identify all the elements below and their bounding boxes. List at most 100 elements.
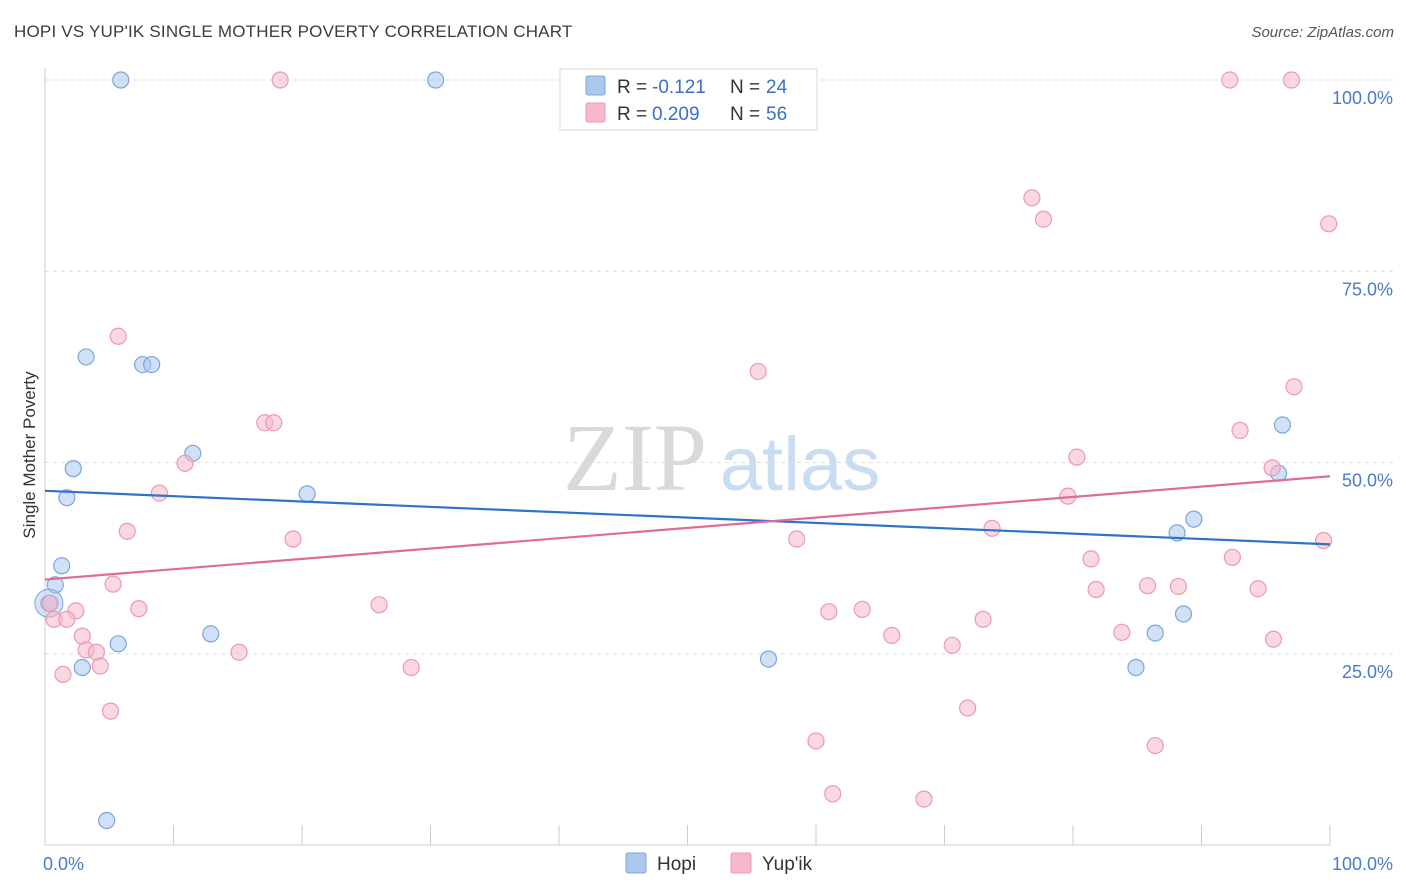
hopi-point-8 — [298, 485, 316, 503]
legend-bottom-hopi-label: Hopi — [657, 854, 696, 875]
hopi-point-7 — [58, 489, 76, 507]
gridlines — [45, 79, 1395, 655]
y-axis-label: Single Mother Poverty — [20, 371, 39, 539]
yupik-point-12 — [176, 454, 194, 472]
hopi-point-6 — [64, 460, 82, 478]
legend-top-yupik-r-value: 0.209 — [652, 104, 700, 125]
watermark-atlas: atlas — [720, 422, 881, 507]
yupik-point-27 — [1169, 577, 1187, 596]
yupik-point-54 — [915, 790, 933, 808]
yupik-point-47 — [402, 658, 420, 677]
legend-top-yupik-swatch — [585, 102, 606, 123]
hopi-point-12 — [109, 635, 127, 653]
hopi-point-4 — [143, 355, 161, 374]
y-tick-label-3: 100.0% — [1332, 88, 1393, 108]
yupik-point-7 — [749, 362, 767, 381]
yupik-point-36 — [58, 610, 76, 628]
legend-top-yupik-n-label: N = — [730, 104, 765, 125]
trend-lines — [44, 475, 1331, 581]
yupik-point-40 — [1113, 623, 1131, 641]
yupik-point-44 — [230, 643, 248, 661]
hopi-trend-line — [44, 489, 1331, 546]
legend-top-hopi-swatch — [585, 75, 606, 96]
yupik-points — [41, 71, 1338, 808]
yupik-trend-line — [44, 475, 1331, 581]
yupik-point-17 — [118, 522, 136, 540]
source-attribution: Source: ZipAtlas.com — [1251, 24, 1394, 41]
legend-top-hopi-r-value: -0.121 — [652, 77, 706, 98]
y-tick-label-1: 50.0% — [1342, 471, 1393, 491]
yupik-point-48 — [54, 665, 72, 684]
x-tick-label-1: 100.0% — [1332, 854, 1393, 874]
yupik-point-1 — [1221, 71, 1239, 89]
watermark: ZIP atlas — [563, 404, 880, 511]
yupik-point-15 — [150, 484, 168, 502]
yupik-point-32 — [370, 596, 388, 614]
yupik-point-10 — [265, 414, 283, 432]
yupik-point-24 — [104, 575, 122, 593]
yupik-point-11 — [1231, 421, 1249, 439]
yupik-point-49 — [101, 702, 120, 720]
yupik-point-6 — [109, 327, 127, 345]
yupik-point-21 — [1314, 531, 1333, 550]
yupik-point-28 — [1249, 580, 1267, 598]
y-tick-labels: 25.0% 50.0% 75.0% 100.0% — [1332, 88, 1393, 682]
legend-bottom-yupik-swatch — [730, 852, 752, 874]
yupik-point-22 — [1082, 550, 1100, 568]
legend-top-hopi-r-label: R = — [617, 77, 652, 98]
x-tick-labels: 0.0% 100.0% — [43, 854, 1393, 874]
legend-top: R = -0.121 N = 24 R = 0.209 N = 56 — [559, 68, 818, 131]
yupik-point-2 — [1282, 71, 1301, 89]
hopi-point-9 — [53, 557, 71, 575]
yupik-point-37 — [974, 610, 992, 628]
x-tick-label-0: 0.0% — [43, 854, 84, 874]
hopi-points — [34, 71, 1292, 830]
hopi-point-21 — [1174, 605, 1193, 623]
hopi-point-16 — [98, 811, 116, 830]
hopi-point-1 — [427, 71, 445, 89]
yupik-point-25 — [1087, 580, 1105, 599]
watermark-zip: ZIP — [563, 404, 707, 511]
yupik-point-0 — [271, 71, 289, 89]
yupik-point-18 — [284, 530, 302, 548]
yupik-point-53 — [824, 785, 842, 803]
legend-top-yupik-r-label: R = — [617, 104, 652, 125]
hopi-point-22 — [1146, 624, 1164, 642]
yupik-point-19 — [788, 530, 806, 548]
hopi-point-13 — [202, 625, 220, 643]
y-tick-label-0: 25.0% — [1342, 662, 1393, 682]
yupik-point-29 — [41, 594, 59, 612]
yupik-point-41 — [1264, 630, 1283, 648]
hopi-point-23 — [1127, 658, 1145, 677]
hopi-point-14 — [73, 658, 91, 677]
legend-bottom-hopi-swatch — [625, 852, 647, 874]
yupik-point-39 — [883, 626, 901, 644]
yupik-point-46 — [91, 657, 109, 675]
yupik-point-52 — [1146, 736, 1164, 755]
yupik-point-20 — [983, 519, 1001, 537]
axes — [44, 68, 1331, 846]
hopi-point-17 — [1273, 416, 1292, 434]
yupik-point-31 — [130, 600, 148, 618]
legend-top-yupik-n-value: 56 — [766, 104, 787, 125]
yupik-point-26 — [1138, 577, 1157, 595]
yupik-point-51 — [807, 732, 825, 750]
hopi-point-15 — [759, 650, 778, 668]
yupik-point-33 — [820, 603, 838, 621]
yupik-point-23 — [1223, 548, 1241, 566]
hopi-point-19 — [1185, 510, 1203, 528]
yupik-point-34 — [853, 600, 871, 618]
legend-bottom: Hopi Yup'ik — [625, 852, 813, 875]
hopi-point-2 — [77, 348, 95, 366]
yupik-point-13 — [1068, 448, 1086, 466]
legend-top-hopi-n-value: 24 — [766, 77, 788, 98]
yupik-point-50 — [959, 699, 977, 717]
yupik-point-3 — [1023, 189, 1041, 207]
yupik-point-5 — [1320, 215, 1338, 233]
legend-bottom-yupik-label: Yup'ik — [762, 854, 813, 875]
yupik-point-14 — [1263, 459, 1281, 477]
chart-title: HOPI VS YUP'IK SINGLE MOTHER POVERTY COR… — [14, 22, 573, 41]
hopi-point-0 — [112, 71, 130, 89]
y-tick-label-2: 75.0% — [1342, 279, 1393, 299]
